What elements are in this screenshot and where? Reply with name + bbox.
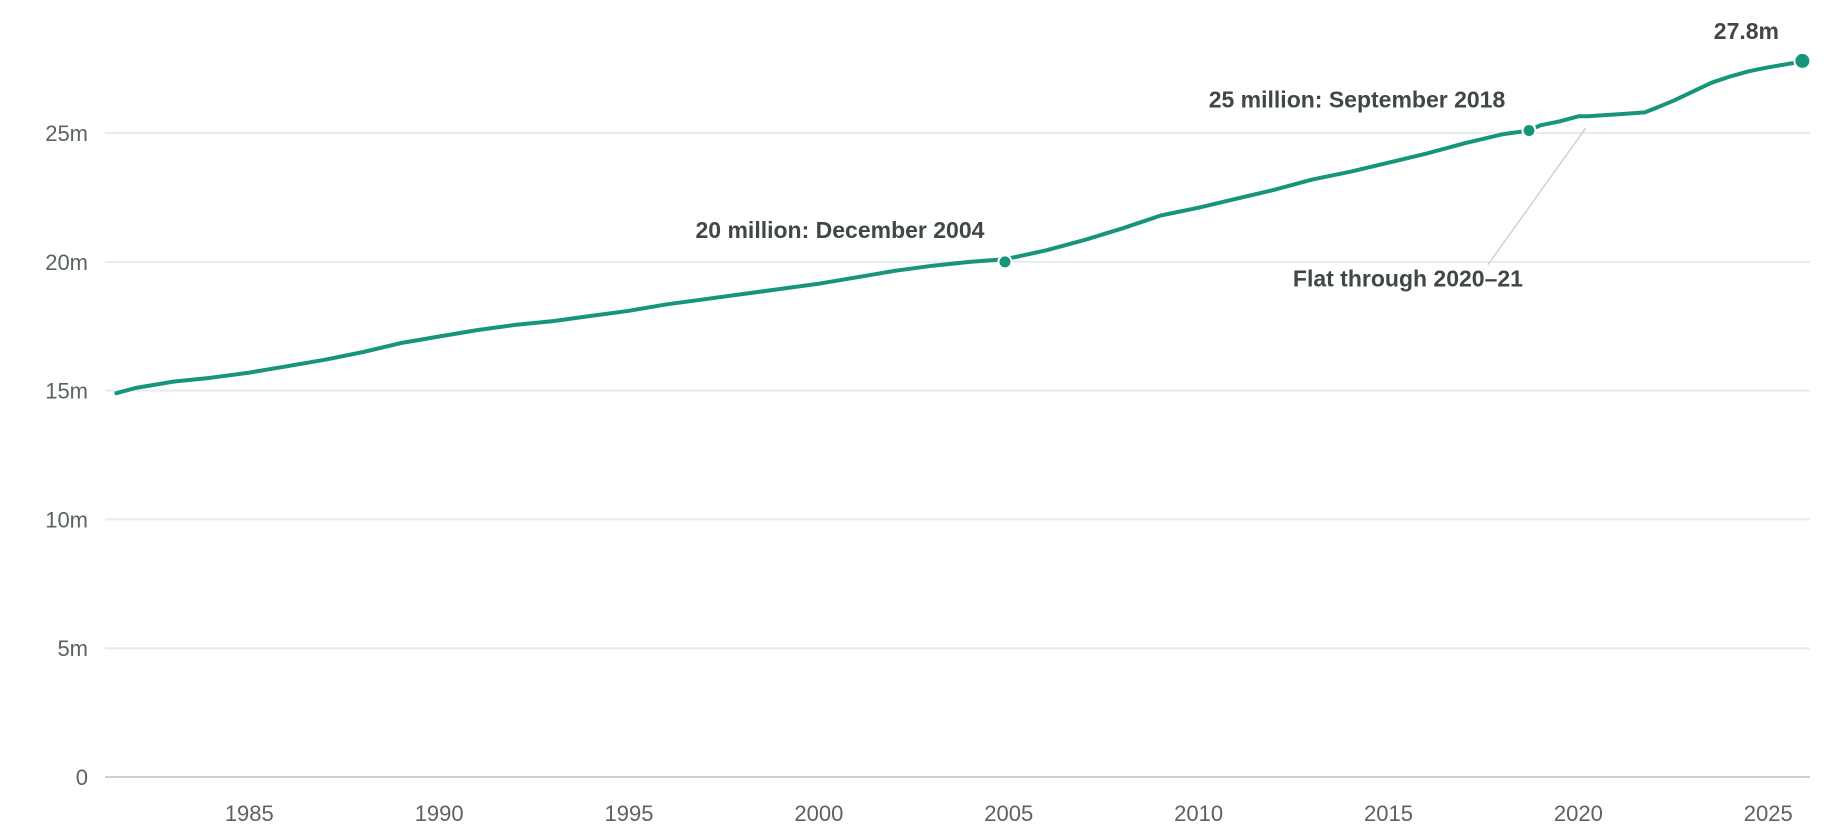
annotation-markers: [997, 51, 1812, 270]
annotation-label: 20 million: December 2004: [696, 217, 985, 243]
y-tick-label: 25m: [45, 121, 88, 146]
x-tick-label: 2020: [1554, 801, 1603, 826]
y-tick-label: 15m: [45, 379, 88, 404]
annotation-label: Flat through 2020–21: [1293, 266, 1523, 292]
x-tick-label: 2015: [1364, 801, 1413, 826]
annotation-leader-line: [1487, 127, 1587, 266]
annotation-marker: [997, 254, 1013, 270]
annotation-labels: 20 million: December 2004 25 million: Sep…: [696, 18, 1780, 292]
annotation-marker: [1793, 51, 1812, 70]
x-tick-label: 1990: [415, 801, 464, 826]
x-tick-label: 2010: [1174, 801, 1223, 826]
x-tick-label: 1985: [225, 801, 274, 826]
x-axis-ticks: 1985 1990 1995 2000 2005 2010 2015 2020 2025: [225, 801, 1793, 826]
y-tick-label: 0: [76, 765, 88, 790]
annotation-leaders: [1487, 127, 1587, 266]
x-tick-label: 2005: [984, 801, 1033, 826]
y-tick-label: 20m: [45, 250, 88, 275]
y-axis-ticks: 0 5m 10m 15m 20m 25m: [45, 121, 88, 790]
annotation-label: 27.8m: [1714, 18, 1779, 44]
annotation-label: 25 million: September 2018: [1209, 86, 1506, 112]
annotation-marker: [1521, 122, 1537, 138]
x-tick-label: 2000: [794, 801, 843, 826]
y-tick-label: 10m: [45, 507, 88, 532]
x-tick-label: 2025: [1744, 801, 1793, 826]
series-line: [114, 58, 1809, 396]
x-tick-label: 1995: [605, 801, 654, 826]
y-tick-label: 5m: [57, 636, 88, 661]
series-group: [114, 58, 1809, 396]
